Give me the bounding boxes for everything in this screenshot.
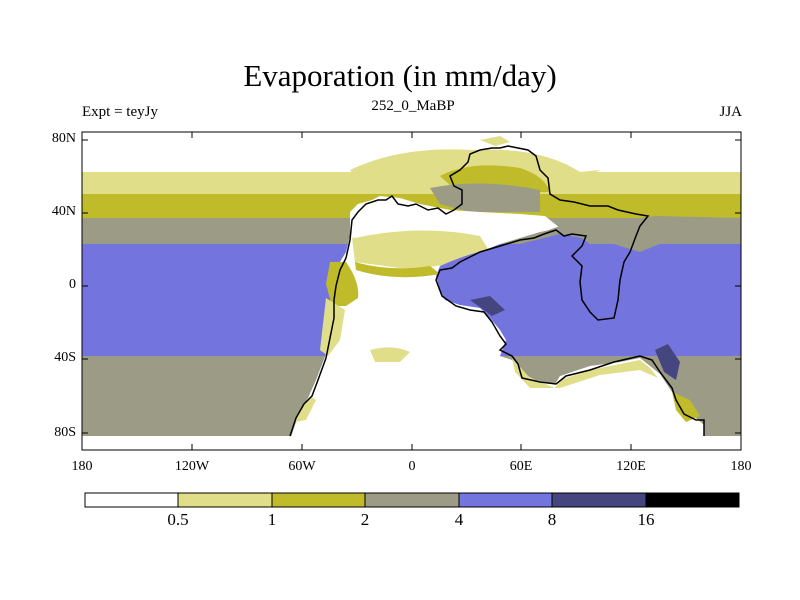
tethys-olive-strip: [355, 262, 440, 278]
time-period-label: 252_0_MaBP: [371, 98, 455, 114]
x-label-180-east: 180: [730, 459, 752, 474]
intense-evaporation-patch-2: [655, 344, 680, 380]
y-label-40s: 40S: [54, 350, 76, 365]
southeast-olive-patch: [672, 392, 700, 422]
colorbar-bin-4: [365, 493, 459, 507]
colorbar-label-4: 4: [454, 510, 464, 529]
map-plot-area: [82, 132, 741, 450]
colorbar-bin-6: [552, 493, 646, 507]
tethys-light-band: [352, 229, 490, 269]
colorbar: [84, 492, 740, 508]
coastline: [289, 145, 705, 437]
north-gray-patch: [430, 183, 540, 212]
colorbar-bin-3: [272, 493, 365, 507]
southwest-fringe: [295, 396, 316, 422]
paleo-tethys-ocean: [440, 234, 612, 318]
colorbar-bin-7: [646, 493, 739, 507]
x-label-0: 0: [408, 459, 416, 474]
tethys-white-strip: [355, 219, 480, 238]
colorbar-label-16: 16: [637, 510, 655, 529]
colorbar-bin-2: [178, 493, 272, 507]
colorbar-label-1: 1: [267, 510, 277, 529]
colorbar-label-0-5: 0.5: [167, 510, 189, 529]
y-axis-ticks: [82, 139, 741, 434]
colorbar-bin-1: [85, 493, 178, 507]
colorbar-label-2: 2: [360, 510, 370, 529]
season-label: JJA: [719, 104, 742, 120]
map-title: Evaporation (in mm/day): [243, 58, 557, 93]
south-coast-fringe: [512, 358, 658, 388]
eastern-gray-band: [520, 216, 741, 252]
y-label-80s: 80S: [54, 425, 76, 440]
x-label-180-west: 180: [71, 459, 93, 474]
colorbar-bin-5: [459, 493, 552, 507]
colorbar-label-8: 8: [547, 510, 557, 529]
arctic-patch: [480, 136, 510, 146]
experiment-label: Expt = teyJy: [82, 104, 158, 120]
x-label-60e: 60E: [509, 459, 533, 474]
interior-light-patch: [370, 347, 410, 362]
y-label-80n: 80N: [51, 131, 76, 146]
y-label-equator: 0: [69, 277, 76, 292]
x-label-120w: 120W: [174, 459, 210, 474]
x-axis-ticks: [191, 132, 632, 450]
y-label-40n: 40N: [51, 204, 76, 219]
x-label-120e: 120E: [616, 459, 646, 474]
intense-evaporation-patch-1: [470, 296, 505, 316]
x-label-60w: 60W: [288, 459, 316, 474]
